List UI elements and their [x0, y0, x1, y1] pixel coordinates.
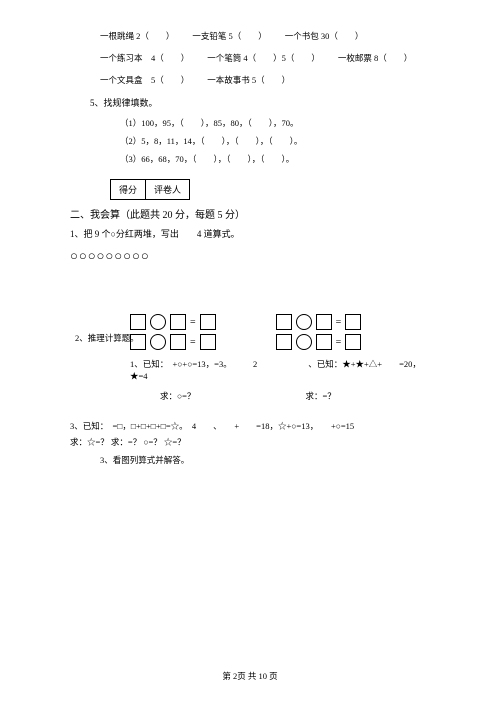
equals-sign: =	[336, 337, 342, 348]
grader-label: 评卷人	[146, 180, 189, 199]
box-icon	[170, 334, 186, 350]
q3-line2: 求：☆=？ 求：=？ ○=？ ☆=？	[70, 436, 430, 448]
ask-left: 求：○=？	[160, 390, 195, 402]
seq-3: （3）66，68，70，（ ），（ ），（ ）。	[120, 153, 430, 165]
item-cell: 一根跳绳 2（ ）	[100, 30, 174, 42]
equals-sign: =	[190, 337, 196, 348]
box-icon	[130, 314, 146, 330]
q2-2-label: 2、推理计算题。	[75, 332, 139, 344]
box-icon	[200, 334, 216, 350]
op-circle-icon	[296, 314, 312, 330]
q3-line1: 3、已知： =□，□+□+□+□=☆。 4 、 + =18，☆+○=13， +○…	[70, 420, 430, 432]
item-cell: 一本故事书 5（ ）	[207, 74, 290, 86]
page-content: 一根跳绳 2（ ） 一支铅笔 5（ ） 一个书包 30（ ） 一个练习本 4（ …	[0, 0, 500, 490]
items-row-2: 一个练习本 4（ ） 一个笔筒 4（ ）5（ ） 一枚邮票 8（ ）	[100, 52, 430, 64]
score-box: 得分 评卷人	[110, 179, 190, 200]
section-2-title: 二、我会算（此题共 20 分，每题 5 分）	[70, 206, 430, 221]
ask-row: 求：○=？ 求：=？	[160, 390, 430, 402]
item-cell: 一个练习本 4（ ）	[100, 52, 189, 64]
equation-line: =	[130, 314, 216, 330]
box-icon	[276, 314, 292, 330]
known-line: 1、已知： +○+○=13，=3。 2 、已知：★+★+△+ =20，★=4	[130, 358, 430, 382]
items-row-1: 一根跳绳 2（ ） 一支铅笔 5（ ） 一个书包 30（ ）	[100, 30, 430, 42]
item-cell: 一个书包 30（ ）	[285, 30, 364, 42]
equals-sign: =	[336, 317, 342, 328]
item-cell: 一个文具盒 5（ ）	[100, 74, 189, 86]
box-icon	[316, 314, 332, 330]
op-circle-icon	[150, 334, 166, 350]
equation-line: =	[130, 334, 216, 350]
box-icon	[345, 314, 361, 330]
item-cell: 一枚邮票 8（ ）	[338, 52, 412, 64]
box-icon	[345, 334, 361, 350]
equation-line: =	[276, 334, 362, 350]
equation-area: = = =	[130, 314, 430, 354]
seq-2: （2）5，8，11，14，（ ），（ ），（ ）。	[120, 135, 430, 147]
ask-right: 求：=？	[305, 390, 335, 402]
score-label: 得分	[111, 180, 146, 199]
q5-title: 5、找规律填数。	[90, 96, 430, 109]
item-cell: 一个笔筒 4（ ）5（ ）	[207, 52, 320, 64]
box-icon	[276, 334, 292, 350]
circles-row: ○○○○○○○○○	[70, 248, 430, 264]
items-row-3: 一个文具盒 5（ ） 一本故事书 5（ ）	[100, 74, 430, 86]
page-footer: 第 2页 共 10 页	[0, 670, 500, 682]
box-icon	[200, 314, 216, 330]
equals-sign: =	[190, 317, 196, 328]
q3-line3: 3、看图列算式并解答。	[100, 454, 430, 466]
equation-line: =	[276, 314, 362, 330]
box-icon	[170, 314, 186, 330]
op-circle-icon	[296, 334, 312, 350]
box-icon	[316, 334, 332, 350]
seq-1: （1）100，95，（ ），85，80，（ ），70。	[120, 117, 430, 129]
op-circle-icon	[150, 314, 166, 330]
q2-1-text: 1、把 9 个○分红两堆，写出 4 道算式。	[70, 227, 430, 240]
item-cell: 一支铅笔 5（ ）	[192, 30, 266, 42]
